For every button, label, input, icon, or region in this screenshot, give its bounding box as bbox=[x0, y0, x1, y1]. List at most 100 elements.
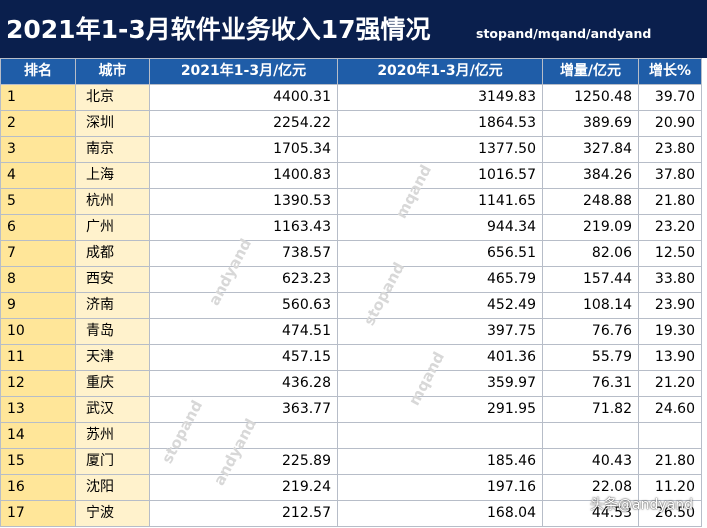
cell-rank: 2 bbox=[0, 110, 76, 137]
table-row: 8 西安 623.23 465.79 157.44 33.80 bbox=[0, 266, 702, 293]
cell-2020-q1 bbox=[337, 422, 543, 449]
cell-city: 厦门 bbox=[75, 448, 150, 475]
header-2021-q1: 2021年1-3月/亿元 bbox=[149, 58, 338, 85]
page-title: 2021年1-3月软件业务收入17强情况 bbox=[6, 15, 431, 44]
cell-2020-q1: 401.36 bbox=[337, 344, 543, 371]
table-row: 3 南京 1705.34 1377.50 327.84 23.80 bbox=[0, 136, 702, 163]
cell-rank: 16 bbox=[0, 474, 76, 501]
header-rank: 排名 bbox=[0, 58, 76, 85]
cell-increase: 82.06 bbox=[542, 240, 639, 267]
cell-rank: 14 bbox=[0, 422, 76, 449]
cell-2020-q1: 465.79 bbox=[337, 266, 543, 293]
cell-2021-q1: 1705.34 bbox=[149, 136, 338, 163]
cell-rank: 10 bbox=[0, 318, 76, 345]
data-table: 排名 城市 2021年1-3月/亿元 2020年1-3月/亿元 增量/亿元 增长… bbox=[0, 58, 702, 527]
table-row: 5 杭州 1390.53 1141.65 248.88 21.80 bbox=[0, 188, 702, 215]
cell-2020-q1: 3149.83 bbox=[337, 84, 543, 111]
cell-increase: 55.79 bbox=[542, 344, 639, 371]
cell-increase: 248.88 bbox=[542, 188, 639, 215]
cell-2021-q1: 219.24 bbox=[149, 474, 338, 501]
cell-2020-q1: 291.95 bbox=[337, 396, 543, 423]
table-row: 2 深圳 2254.22 1864.53 389.69 20.90 bbox=[0, 110, 702, 137]
table-row: 9 济南 560.63 452.49 108.14 23.90 bbox=[0, 292, 702, 319]
cell-2020-q1: 359.97 bbox=[337, 370, 543, 397]
header-city: 城市 bbox=[75, 58, 150, 85]
cell-growth: 13.90 bbox=[638, 344, 702, 371]
cell-growth: 23.90 bbox=[638, 292, 702, 319]
cell-2021-q1: 1400.83 bbox=[149, 162, 338, 189]
cell-rank: 1 bbox=[0, 84, 76, 111]
cell-growth: 33.80 bbox=[638, 266, 702, 293]
cell-growth: 26.50 bbox=[638, 500, 702, 527]
cell-rank: 8 bbox=[0, 266, 76, 293]
cell-city: 西安 bbox=[75, 266, 150, 293]
cell-city: 苏州 bbox=[75, 422, 150, 449]
cell-growth: 23.80 bbox=[638, 136, 702, 163]
cell-growth: 39.70 bbox=[638, 84, 702, 111]
cell-increase: 327.84 bbox=[542, 136, 639, 163]
cell-increase: 76.31 bbox=[542, 370, 639, 397]
cell-increase: 389.69 bbox=[542, 110, 639, 137]
cell-growth: 21.80 bbox=[638, 448, 702, 475]
cell-2020-q1: 197.16 bbox=[337, 474, 543, 501]
cell-2021-q1 bbox=[149, 422, 338, 449]
cell-city: 武汉 bbox=[75, 396, 150, 423]
cell-growth: 24.60 bbox=[638, 396, 702, 423]
cell-2021-q1: 457.15 bbox=[149, 344, 338, 371]
table-row: 12 重庆 436.28 359.97 76.31 21.20 bbox=[0, 370, 702, 397]
cell-growth: 12.50 bbox=[638, 240, 702, 267]
cell-growth: 23.20 bbox=[638, 214, 702, 241]
footer-watermark: 头条@andyand bbox=[590, 497, 693, 513]
cell-rank: 12 bbox=[0, 370, 76, 397]
cell-growth: 21.20 bbox=[638, 370, 702, 397]
cell-growth: 20.90 bbox=[638, 110, 702, 137]
cell-rank: 15 bbox=[0, 448, 76, 475]
cell-2021-q1: 212.57 bbox=[149, 500, 338, 527]
cell-2021-q1: 738.57 bbox=[149, 240, 338, 267]
table-row: 14 苏州 bbox=[0, 422, 702, 449]
cell-2021-q1: 623.23 bbox=[149, 266, 338, 293]
cell-2020-q1: 452.49 bbox=[337, 292, 543, 319]
cell-rank: 17 bbox=[0, 500, 76, 527]
cell-2021-q1: 436.28 bbox=[149, 370, 338, 397]
cell-growth: 11.20 bbox=[638, 474, 702, 501]
cell-2021-q1: 4400.31 bbox=[149, 84, 338, 111]
cell-city: 南京 bbox=[75, 136, 150, 163]
cell-2021-q1: 363.77 bbox=[149, 396, 338, 423]
cell-increase: 157.44 bbox=[542, 266, 639, 293]
cell-increase: 40.43 bbox=[542, 448, 639, 475]
header-growth: 增长% bbox=[638, 58, 702, 85]
cell-2020-q1: 944.34 bbox=[337, 214, 543, 241]
table-row: 13 武汉 363.77 291.95 71.82 24.60 bbox=[0, 396, 702, 423]
cell-2020-q1: 168.04 bbox=[337, 500, 543, 527]
cell-city: 深圳 bbox=[75, 110, 150, 137]
cell-rank: 11 bbox=[0, 344, 76, 371]
cell-2021-q1: 560.63 bbox=[149, 292, 338, 319]
cell-2021-q1: 1163.43 bbox=[149, 214, 338, 241]
cell-city: 济南 bbox=[75, 292, 150, 319]
cell-2020-q1: 656.51 bbox=[337, 240, 543, 267]
cell-city: 沈阳 bbox=[75, 474, 150, 501]
table-row: 16 沈阳 219.24 197.16 22.08 11.20 bbox=[0, 474, 702, 501]
cell-increase bbox=[542, 422, 639, 449]
cell-city: 天津 bbox=[75, 344, 150, 371]
header-increase: 增量/亿元 bbox=[542, 58, 639, 85]
cell-rank: 6 bbox=[0, 214, 76, 241]
cell-increase: 71.82 bbox=[542, 396, 639, 423]
table-row: 6 广州 1163.43 944.34 219.09 23.20 bbox=[0, 214, 702, 241]
cell-2021-q1: 1390.53 bbox=[149, 188, 338, 215]
cell-increase: 44.53 bbox=[542, 500, 639, 527]
cell-2020-q1: 1377.50 bbox=[337, 136, 543, 163]
cell-2020-q1: 1141.65 bbox=[337, 188, 543, 215]
cell-rank: 4 bbox=[0, 162, 76, 189]
table-row: 17 宁波 212.57 168.04 44.53 26.50 bbox=[0, 500, 702, 527]
cell-city: 上海 bbox=[75, 162, 150, 189]
cell-2020-q1: 185.46 bbox=[337, 448, 543, 475]
page-subtitle: stopand/mqand/andyand bbox=[476, 26, 652, 41]
cell-rank: 5 bbox=[0, 188, 76, 215]
cell-growth bbox=[638, 422, 702, 449]
cell-city: 北京 bbox=[75, 84, 150, 111]
cell-city: 重庆 bbox=[75, 370, 150, 397]
table-body: 1 北京 4400.31 3149.83 1250.48 39.70 2 深圳 2254.22 1… bbox=[0, 84, 702, 527]
cell-city: 广州 bbox=[75, 214, 150, 241]
